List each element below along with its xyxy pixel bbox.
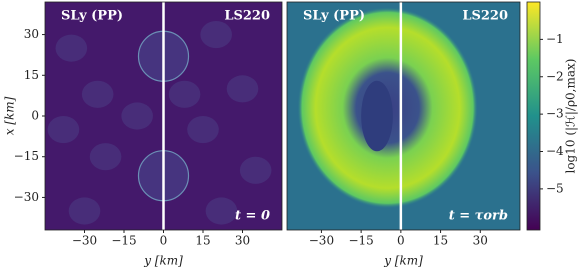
y-axis-label: x [km] [3, 96, 17, 135]
x-tick-label: 15 [195, 234, 210, 248]
blob [200, 21, 232, 49]
colorbar-label: log10 (|ℋ|/ρ0,max) [564, 59, 578, 174]
blob [47, 116, 80, 144]
colorbar-tick-label: −3 [546, 107, 564, 121]
blob [205, 197, 238, 225]
left-label: SLy (PP) [61, 9, 123, 24]
right-label: LS220 [224, 9, 270, 24]
x-tick-label: 30 [235, 234, 250, 248]
y-tick-label: 0 [31, 109, 39, 123]
x-tick-label: 0 [160, 234, 168, 248]
colorbar-tick-label: −2 [546, 69, 564, 83]
blob [187, 116, 219, 144]
blob [226, 75, 259, 103]
heatmap [287, 2, 520, 230]
blob [68, 197, 101, 225]
x-tick-label: −15 [348, 234, 373, 248]
blob [55, 34, 88, 62]
annotation: t = 0 [235, 209, 270, 224]
blob [121, 102, 153, 130]
blob [168, 80, 201, 108]
frame [286, 1, 521, 231]
blob [239, 156, 272, 184]
y-tick-label: −15 [14, 149, 39, 163]
blob [81, 80, 114, 108]
x-axis-label: y [km] [383, 254, 423, 268]
colorbar-tick-label: −5 [546, 181, 564, 195]
heatmap [45, 2, 282, 230]
colorbar-tick-label: −1 [546, 32, 564, 46]
y-tick-label: −30 [14, 190, 39, 204]
x-tick-label: −15 [111, 234, 136, 248]
x-tick-label: −30 [72, 234, 97, 248]
x-axis-label: y [km] [143, 254, 183, 268]
right-label: LS220 [462, 9, 508, 24]
x-tick-label: 15 [433, 234, 448, 248]
core [361, 80, 393, 152]
y-tick-label: 30 [24, 27, 39, 41]
colorbar [526, 1, 541, 231]
x-tick-label: −30 [309, 234, 334, 248]
x-tick-label: 0 [397, 234, 405, 248]
y-tick-label: 15 [24, 68, 39, 82]
left-label: SLy (PP) [303, 9, 365, 24]
annotation: t = τorb [449, 209, 508, 224]
blob [89, 143, 122, 171]
x-tick-label: 30 [473, 234, 488, 248]
colorbar-tick-label: −4 [546, 144, 564, 158]
